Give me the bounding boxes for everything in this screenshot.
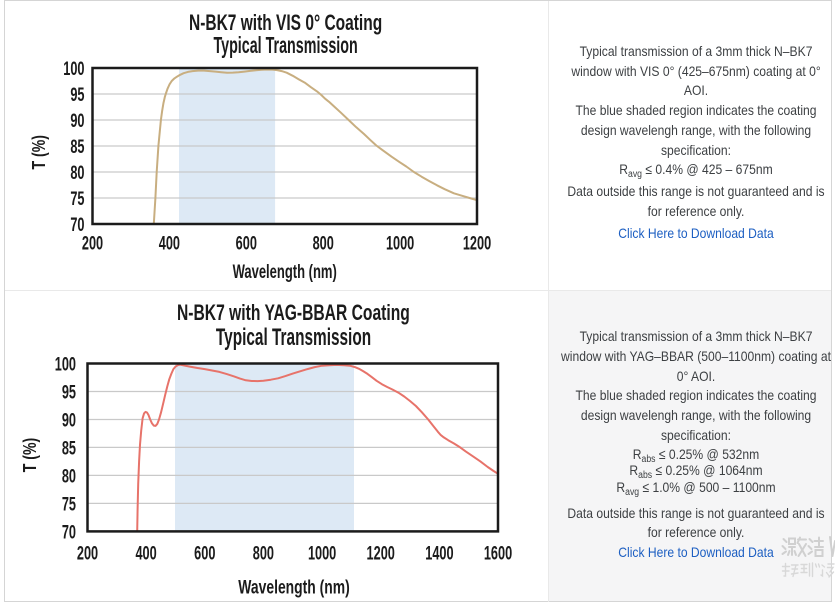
svg-text:80: 80 <box>70 162 84 183</box>
svg-text:200: 200 <box>82 233 103 254</box>
svg-text:70: 70 <box>62 522 76 543</box>
svg-text:N-BK7 with YAG-BBAR Coating: N-BK7 with YAG-BBAR Coating <box>177 302 410 326</box>
svg-text:N-BK7 with VIS 0° Coating: N-BK7 with VIS 0° Coating <box>189 11 382 35</box>
svg-text:95: 95 <box>70 84 84 105</box>
svg-text:600: 600 <box>236 233 257 254</box>
svg-text:90: 90 <box>70 110 84 131</box>
svg-text:Wavelength (nm): Wavelength (nm) <box>233 262 337 283</box>
svg-text:95: 95 <box>62 382 76 403</box>
svg-text:1600: 1600 <box>484 543 512 564</box>
svg-text:Wavelength (nm): Wavelength (nm) <box>238 576 349 598</box>
svg-text:400: 400 <box>135 543 156 564</box>
svg-text:800: 800 <box>253 543 274 564</box>
svg-text:90: 90 <box>62 410 76 431</box>
svg-text:80: 80 <box>62 466 76 487</box>
svg-text:400: 400 <box>159 233 180 254</box>
svg-text:600: 600 <box>194 543 215 564</box>
svg-text:1000: 1000 <box>386 233 414 254</box>
svg-text:100: 100 <box>55 354 76 375</box>
svg-text:1200: 1200 <box>463 233 491 254</box>
svg-text:200: 200 <box>77 543 98 564</box>
svg-text:T (%): T (%) <box>28 135 49 169</box>
svg-text:75: 75 <box>62 494 76 515</box>
svg-text:100: 100 <box>63 58 84 79</box>
svg-text:1200: 1200 <box>367 543 395 564</box>
svg-text:75: 75 <box>70 188 84 209</box>
svg-text:800: 800 <box>313 233 334 254</box>
svg-text:85: 85 <box>70 136 84 157</box>
svg-text:70: 70 <box>70 214 84 235</box>
svg-text:Typical Transmission: Typical Transmission <box>213 34 357 59</box>
svg-text:1400: 1400 <box>425 543 453 564</box>
svg-text:T (%): T (%) <box>19 438 40 472</box>
svg-text:1000: 1000 <box>308 543 336 564</box>
svg-text:85: 85 <box>62 438 76 459</box>
svg-text:Typical Transmission: Typical Transmission <box>216 325 371 351</box>
